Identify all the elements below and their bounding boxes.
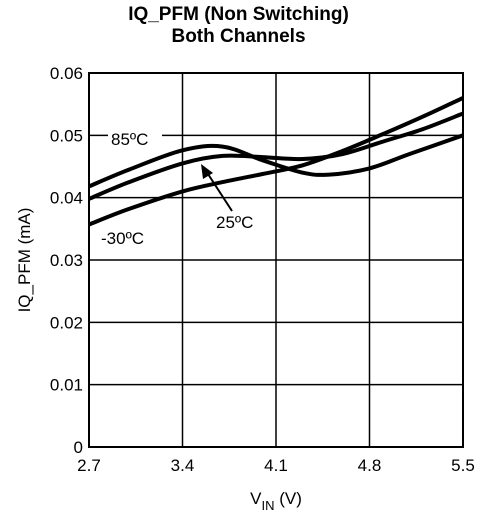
chart-subtitle: Both Channels (171, 26, 306, 47)
y-tick-label: 0.01 (50, 376, 83, 395)
y-tick-label: 0.06 (50, 64, 83, 83)
y-axis-label: IQ_PFM (mA) (15, 208, 34, 313)
x-tick-label: 3.4 (171, 456, 195, 475)
x-tick-label: 5.5 (451, 456, 475, 475)
label-25c-arrow (207, 173, 233, 212)
label-25c: 25ºC (216, 213, 253, 232)
x-axis-label-subscript: IN (261, 498, 274, 513)
x-axis-label: VIN (V) (250, 489, 302, 513)
series-line-25c (88, 111, 464, 201)
y-tick-label: 0.03 (50, 251, 83, 270)
y-tick-label: 0.05 (50, 126, 83, 145)
label-85c: 85ºC (111, 130, 148, 149)
label-minus30c: -30ºC (101, 229, 144, 248)
x-axis-label-unit: (V) (274, 489, 301, 508)
series-line-85c (88, 133, 464, 189)
x-tick-labels: 2.7 3.4 4.1 4.8 5.5 (77, 456, 475, 475)
x-tick-label: 4.8 (358, 456, 382, 475)
chart-title: IQ_PFM (Non Switching) (128, 4, 349, 25)
arrow-head (201, 164, 213, 179)
curves (88, 96, 464, 227)
x-axis-label-main: V (250, 489, 262, 508)
x-tick-label: 2.7 (77, 456, 101, 475)
label-85c-backdrop (108, 130, 162, 148)
y-tick-label: 0.04 (50, 189, 83, 208)
x-tick-label: 4.1 (264, 456, 288, 475)
y-tick-label: 0 (74, 438, 83, 457)
series-line-minus30c (88, 96, 464, 227)
y-tick-labels: 0 0.01 0.02 0.03 0.04 0.05 0.06 (50, 64, 83, 457)
y-tick-label: 0.02 (50, 313, 83, 332)
plot-frame (88, 72, 464, 448)
